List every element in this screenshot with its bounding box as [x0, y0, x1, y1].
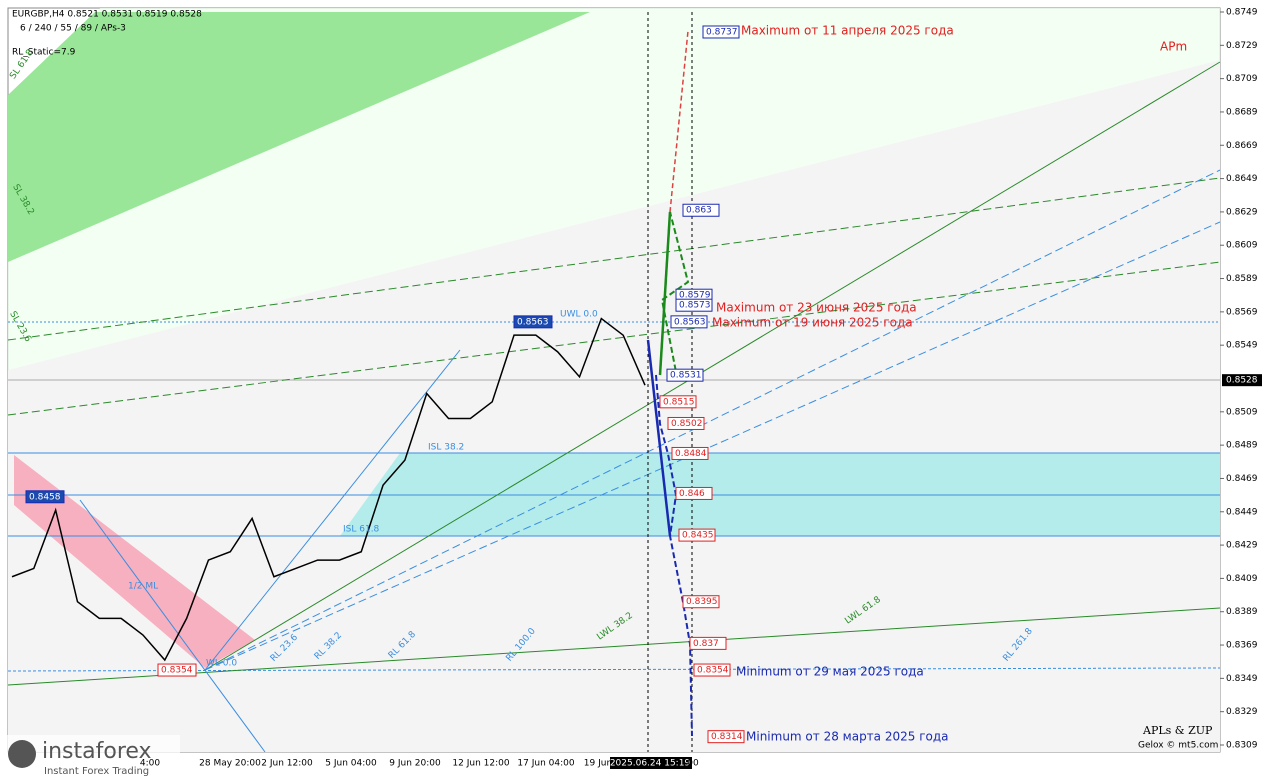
price-tag-box: [659, 395, 697, 409]
price-tag: 0.8435: [682, 531, 714, 541]
annotation: Minimum от 29 мая 2025 года: [736, 665, 924, 679]
price-tag-box: [682, 595, 720, 609]
price-tag: 0.8563: [674, 317, 706, 327]
time-label: 5 Jun 04:00: [325, 759, 377, 769]
annotation: Maximum от 11 апреля 2025 года: [741, 24, 954, 38]
price-label: 0.8349: [1226, 674, 1258, 684]
price-tag-box: [678, 528, 716, 542]
price-label: 0.8649: [1226, 174, 1258, 184]
price-tag-box: [157, 663, 197, 677]
price-label: 0.8389: [1226, 607, 1258, 617]
price-tag-box: [670, 315, 708, 329]
time-label: 17 Jun 04:00: [517, 759, 574, 769]
price-tag-box: [513, 315, 553, 329]
price-label: 0.8369: [1226, 641, 1258, 651]
price-tag: 0.8314: [711, 732, 743, 742]
current-price: 0.8528: [1226, 376, 1258, 386]
price-tag: 0.8563: [517, 317, 549, 327]
price-label: 0.8709: [1226, 74, 1258, 84]
price-label: 0.8629: [1226, 207, 1258, 217]
price-tag-box: [707, 730, 745, 744]
time-label: 12 Jun 12:00: [452, 759, 509, 769]
line-label: ISL 61.8: [343, 525, 380, 535]
time-label: 9 Jun 20:00: [389, 759, 441, 769]
price-tag-box: [682, 203, 720, 217]
price-label: 0.8489: [1226, 441, 1258, 451]
symbol-info: EURGBP,H4 0.8521 0.8531 0.8519 0.8528: [12, 10, 202, 20]
price-label: 0.8469: [1226, 474, 1258, 484]
price-tag-box: [671, 446, 709, 460]
price-tag-box: [689, 636, 727, 650]
annotation: Maximum от 19 июня 2025 года: [712, 316, 913, 330]
price-tag-box: [675, 298, 713, 312]
annotation: Maximum от 23 июня 2025 года: [716, 301, 917, 315]
price-label: 0.8609: [1226, 241, 1258, 251]
price-tag: 0.8502: [671, 419, 703, 429]
line-label: UWL 0.0: [560, 310, 598, 320]
price-label: 0.8689: [1226, 107, 1258, 117]
price-tag: 0.837: [693, 639, 719, 649]
site: Gelox © mt5.com: [1138, 741, 1218, 751]
time-label: 4:00: [140, 759, 160, 769]
price-tag-box: [25, 490, 65, 504]
price-tag: 0.8395: [686, 597, 718, 607]
price-tag-box: [702, 25, 740, 39]
price-tag: 0.863: [686, 206, 712, 216]
price-label: 0.8669: [1226, 141, 1258, 151]
price-tag-box: [693, 663, 731, 677]
price-label: 0.8509: [1226, 407, 1258, 417]
price-tag: 0.8458: [29, 492, 61, 502]
price-tag-box: [675, 486, 713, 500]
price-tag: 0.8354: [161, 666, 193, 676]
price-tag-box: [667, 416, 705, 430]
author: APLs & ZUP: [1142, 724, 1213, 737]
price-label: 0.8429: [1226, 541, 1258, 551]
price-tag: 0.8531: [670, 371, 702, 381]
price-tag: 0.8737: [706, 27, 738, 37]
price-label: 0.8589: [1226, 274, 1258, 284]
price-tag-box: [666, 368, 704, 382]
price-label: 0.8749: [1226, 8, 1258, 18]
time-label: 19 Jun: [584, 759, 612, 769]
line-label: 1/2 ML: [128, 582, 158, 592]
current-price-box: [1222, 374, 1262, 387]
price-tag: 0.8515: [663, 397, 695, 407]
logo-tagline: Instant Forex Trading: [44, 766, 149, 777]
line-label: ISL 38.2: [428, 443, 464, 453]
price-line: [11, 317, 646, 662]
static-info: RL_Static=7.9: [12, 48, 76, 58]
params-info: 6 / 240 / 55 / 89 / APs-3: [20, 24, 126, 34]
time-cursor-box: [610, 757, 692, 769]
time-label: 28 May 20:00: [199, 759, 261, 769]
annotation: Minimum от 28 марта 2025 года: [746, 730, 949, 744]
price-tag: 0.8354: [697, 666, 729, 676]
price-label: 0.8329: [1226, 707, 1258, 717]
price-label: 0.8449: [1226, 507, 1258, 517]
price-label: 0.8409: [1226, 574, 1258, 584]
price-label: 0.8569: [1226, 307, 1258, 317]
line-label: WL 0.0: [206, 659, 237, 669]
price-label: 0.8729: [1226, 41, 1258, 51]
price-label: 0.8549: [1226, 341, 1258, 351]
time-label: 00: [687, 759, 699, 769]
time-label: 2 Jun 12:00: [261, 759, 313, 769]
price-tag: 0.846: [679, 489, 705, 499]
chart-layer: [11, 317, 646, 662]
price-label: 0.8309: [1226, 741, 1258, 751]
logo: instaforex: [42, 739, 152, 764]
price-tag: 0.8573: [679, 301, 711, 311]
price-tag: 0.8579: [679, 291, 711, 301]
time-label: 2025.06.24 15:19: [610, 759, 691, 769]
apm-label: APm: [1160, 40, 1187, 54]
price-tag: 0.8484: [675, 449, 707, 459]
